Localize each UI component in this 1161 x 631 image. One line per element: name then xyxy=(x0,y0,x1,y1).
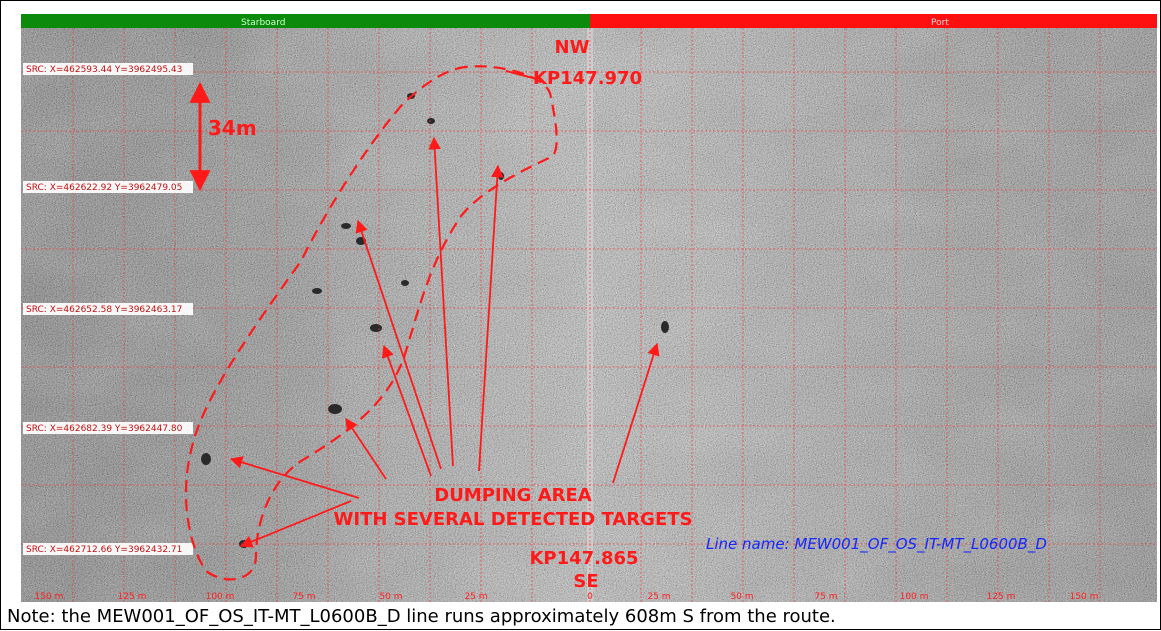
src-coordinate-label: SRC: X=462593.44 Y=3962495.43 xyxy=(23,63,193,75)
kp-top-label: KP147.970 xyxy=(533,68,642,89)
starboard-label: Starboard xyxy=(241,18,285,28)
range-label: 125 m xyxy=(118,592,147,602)
range-label: 25 m xyxy=(647,592,670,602)
range-label: 25 m xyxy=(464,592,487,602)
figure-caption: Note: the MEW001_OF_OS_IT-MT_L0600B_D li… xyxy=(7,606,836,627)
src-coordinate-text: SRC: X=462682.39 Y=3962447.80 xyxy=(26,424,183,434)
src-coordinate-text: SRC: X=462712.66 Y=3962432.71 xyxy=(26,545,182,555)
range-label: 125 m xyxy=(987,592,1016,602)
starboard-bar xyxy=(21,14,590,28)
dumping-area-subtitle: WITH SEVERAL DETECTED TARGETS xyxy=(334,509,693,530)
range-label: 100 m xyxy=(900,592,929,602)
kp-bottom-label: KP147.865 xyxy=(529,548,638,569)
range-label: 75 m xyxy=(814,592,837,602)
coordinate-labels: SRC: X=462593.44 Y=3962495.43 SRC: X=4626… xyxy=(23,63,193,555)
line-name-label: Line name: MEW001_OF_OS_IT-MT_L0600B_D xyxy=(706,535,1047,554)
kp-top-arrow xyxy=(505,70,534,79)
range-label: 0 xyxy=(587,592,593,602)
south-east-label: SE xyxy=(573,571,598,592)
range-label: 150 m xyxy=(1070,592,1099,602)
target-arrows xyxy=(229,136,660,548)
range-label: 100 m xyxy=(206,592,235,602)
src-coordinate-text: SRC: X=462622.92 Y=3962479.05 xyxy=(26,183,182,193)
north-west-label: NW xyxy=(555,37,590,58)
src-coordinate-label: SRC: X=462622.92 Y=3962479.05 xyxy=(23,181,193,193)
src-coordinate-text: SRC: X=462593.44 Y=3962495.43 xyxy=(26,65,182,75)
dumping-area-title: DUMPING AREA xyxy=(434,485,592,506)
scale-label: 34m xyxy=(208,116,257,140)
range-label: 75 m xyxy=(292,592,315,602)
port-bar xyxy=(590,14,1157,28)
range-labels: 150 m 125 m 100 m 75 m 50 m 25 m 0 25 m 50 m 75 m… xyxy=(35,592,1099,602)
src-coordinate-label: SRC: X=462652.58 Y=3962463.17 xyxy=(23,303,193,315)
src-coordinate-label: SRC: X=462712.66 Y=3962432.71 xyxy=(23,543,193,555)
src-coordinate-text: SRC: X=462652.58 Y=3962463.17 xyxy=(26,305,182,315)
range-label: 50 m xyxy=(379,592,402,602)
range-label: 150 m xyxy=(35,592,64,602)
src-coordinate-label: SRC: X=462682.39 Y=3962447.80 xyxy=(23,422,193,434)
port-label: Port xyxy=(931,18,949,28)
range-label: 50 m xyxy=(730,592,753,602)
